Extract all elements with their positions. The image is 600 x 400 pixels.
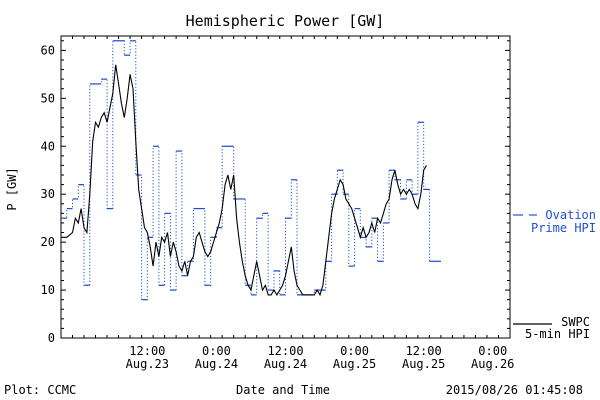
legend-ovation-label-line2: Prime HPI [531, 221, 596, 235]
plot-credit: Plot: CCMC [4, 383, 76, 397]
x-tick-time-label: 12:00 [129, 344, 165, 358]
x-tick-time-label: 0:00 [340, 344, 369, 358]
x-axis: 12:00Aug.230:00Aug.2412:00Aug.240:00Aug.… [60, 36, 514, 371]
y-tick-label: 30 [41, 187, 55, 201]
y-tick-label: 20 [41, 235, 55, 249]
x-tick-time-label: 12:00 [267, 344, 303, 358]
y-tick-label: 0 [48, 331, 55, 345]
legend-swpc-label-line2: 5-min HPI [525, 327, 590, 341]
plot-timestamp: 2015/08/26 01:45:08 [446, 383, 583, 397]
x-tick-date-label: Aug.25 [402, 357, 445, 371]
x-axis-label: Date and Time [236, 383, 330, 397]
y-tick-label: 60 [41, 43, 55, 57]
x-tick-time-label: 0:00 [202, 344, 231, 358]
y-tick-label: 40 [41, 139, 55, 153]
y-axis: 0 10 20 30 40 50 60 [41, 40, 510, 345]
x-tick-time-label: 0:00 [478, 344, 507, 358]
x-tick-date-label: Aug.24 [264, 357, 307, 371]
y-tick-label: 10 [41, 283, 55, 297]
x-tick-date-label: Aug.23 [126, 357, 169, 371]
y-axis-label: P [GW] [5, 167, 19, 210]
series-layer [61, 40, 441, 301]
y-tick-label: 50 [41, 91, 55, 105]
chart-title: Hemispheric Power [GW] [186, 12, 385, 30]
legend-ovation-label-line1: Ovation [545, 208, 596, 222]
legend-swpc-label-line1: SWPC [561, 315, 590, 329]
x-tick-date-label: Aug.26 [471, 357, 514, 371]
ovation-prime-hpi-line [61, 40, 441, 301]
plot-frame [60, 35, 511, 339]
x-tick-date-label: Aug.25 [333, 357, 376, 371]
swpc-hpi-line [61, 64, 427, 297]
x-tick-time-label: 12:00 [406, 344, 442, 358]
x-tick-date-label: Aug.24 [195, 357, 238, 371]
